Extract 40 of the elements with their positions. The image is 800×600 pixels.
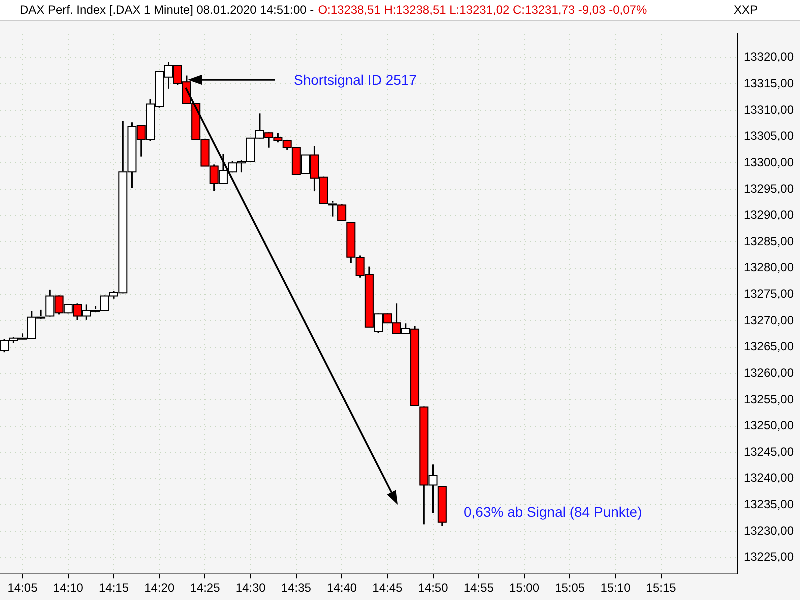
y-tick-label: 13250,00 [744,418,794,433]
y-tick-label: 13260,00 [744,366,794,380]
x-tick-label: 14:35 [281,581,312,596]
x-tick-label: 14:55 [464,581,494,596]
y-tick-label: 13230,00 [744,524,794,538]
x-tick-label: 15:05 [555,581,586,596]
y-tick-label: 13320,00 [744,50,794,64]
y-tick-label: 13235,00 [744,498,794,512]
annotation: Shortsignal ID 2517 [294,72,417,88]
y-tick-label: 13245,00 [744,444,794,459]
y-tick-label: 13225,00 [744,550,794,564]
x-tick-label: 14:10 [53,581,84,596]
x-tick-label: 14:40 [327,581,358,596]
x-tick-label: 14:20 [144,581,175,596]
x-tick-label: 14:15 [98,581,130,596]
x-tick-label: 14:05 [8,581,38,596]
y-tick-label: 13285,00 [744,234,794,248]
x-tick-label: 14:25 [190,581,221,596]
y-tick-label: 13305,00 [744,129,794,144]
x-tick-label: 14:50 [418,581,449,596]
y-tick-label: 13290,00 [744,208,794,222]
y-tick-label: 13295,00 [744,182,794,196]
annotation: 0,63% ab Signal (84 Punkte) [464,504,642,520]
chart-title: DAX Perf. Index [.DAX 1 Minute] 08.01.2020 14:51:00 - [20,3,314,17]
text: XXP [734,3,758,17]
y-tick-label: 13300,00 [744,155,794,170]
y-tick-label: 13255,00 [744,392,794,406]
x-tick-label: 14:30 [236,581,266,596]
x-tick-label: 15:15 [646,581,677,596]
y-tick-label: 13240,00 [744,471,794,486]
x-tick-label: 15:10 [600,581,632,596]
y-tick-label: 13270,00 [744,313,794,328]
y-tick-label: 13265,00 [744,340,794,354]
x-tick-label: 14:45 [372,581,404,596]
y-tick-label: 13280,00 [744,260,794,275]
chart-subtitle: O:13238,51 H:13238,51 L:13231,02 C:13231,73 -9,03 -0,07% [318,3,648,17]
y-tick-label: 13315,00 [744,76,794,91]
y-tick-label: 13310,00 [744,102,794,117]
x-tick-label: 15:00 [509,581,540,596]
y-tick-label: 13275,00 [744,287,794,302]
